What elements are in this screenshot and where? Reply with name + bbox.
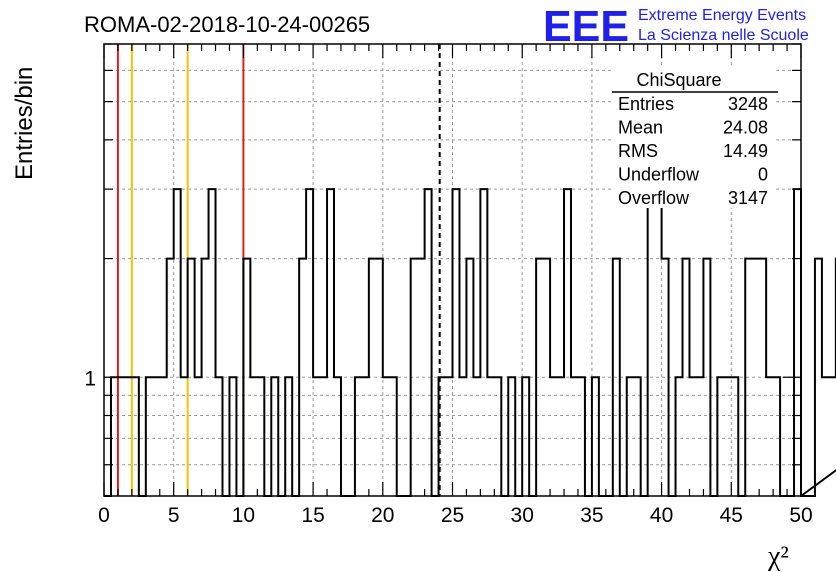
brand-line1: Extreme Energy Events (638, 7, 806, 24)
stats-row-label: Underflow (618, 165, 700, 185)
stats-row-value: 24.08 (723, 118, 768, 138)
stats-row-value: 3248 (728, 94, 768, 114)
eee-logo-text: EEE (543, 2, 629, 51)
x-axis-label: χ² (767, 541, 789, 572)
x-tick-label: 10 (232, 504, 255, 527)
stats-box: ChiSquare Entries 3248 Mean 24.08 RMS 14.49 Un… (612, 68, 778, 208)
stats-row-value: 14.49 (723, 141, 768, 161)
x-tick-label: 25 (441, 504, 464, 527)
x-tick-label: 15 (301, 504, 324, 527)
x-tick-label: 20 (371, 504, 394, 527)
stats-row-value: 0 (758, 165, 768, 185)
stats-row-value: 3147 (728, 188, 768, 208)
x-tick-label: 40 (650, 504, 673, 527)
y-tick-label: 1 (84, 367, 96, 390)
axes: 0 5 10 15 20 25 30 35 40 45 50 1 (84, 43, 813, 527)
x-tick-label: 5 (168, 504, 180, 527)
chart-title: ROMA-02-2018-10-24-00265 (84, 12, 370, 37)
stats-row-label: Mean (618, 118, 663, 138)
x-tick-label: 0 (98, 504, 110, 527)
x-tick-label: 45 (720, 504, 743, 527)
stats-title: ChiSquare (636, 70, 721, 90)
x-tick-label: 30 (511, 504, 534, 527)
x-tick-label: 50 (789, 504, 812, 527)
brand-line2: La Scienza nelle Scuole (638, 27, 809, 44)
eee-logo: EEE Extreme Energy Events La Scienza nel… (543, 2, 809, 51)
x-tick-label: 35 (580, 504, 603, 527)
stats-row-label: Entries (618, 94, 674, 114)
histogram-series (104, 188, 836, 497)
stats-row-label: Overflow (618, 188, 690, 208)
stats-row-label: RMS (618, 141, 658, 161)
y-axis-label: Entries/bin (11, 67, 38, 180)
